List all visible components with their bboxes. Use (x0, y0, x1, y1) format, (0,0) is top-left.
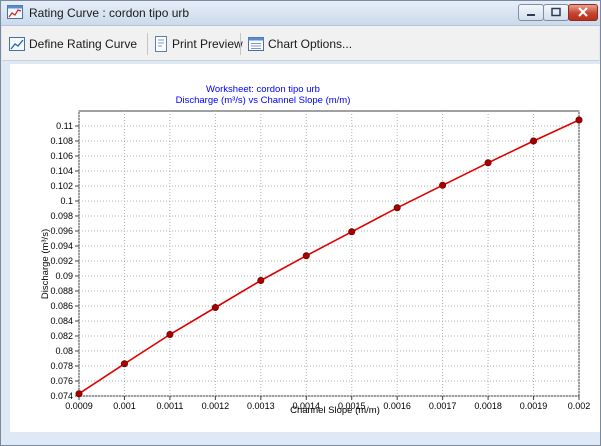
chart-subtitle: Discharge (m³/s) vs Channel Slope (m/m) (176, 95, 351, 106)
data-point (484, 159, 492, 167)
y-tick-label: 0.088 (50, 286, 73, 296)
x-tick-label: 0.0011 (156, 401, 183, 411)
define-rating-curve-label: Define Rating Curve (29, 37, 138, 51)
data-point (257, 277, 265, 285)
y-tick-label: 0.096 (50, 226, 73, 236)
x-tick-label: 0.0017 (429, 401, 457, 411)
axis-ticks: 0.0009 0.001 0.0011 0.0012 0.0013 0.0014 0.001… (50, 121, 590, 411)
chart-panel: Worksheet: cordon tipo urb Discharge (m³… (10, 64, 600, 432)
y-tick-label: 0.08 (55, 346, 73, 356)
print-preview-label: Print Preview (172, 37, 243, 51)
x-tick-label: 0.002 (568, 401, 591, 411)
print-preview-icon (155, 36, 167, 52)
series-line (78, 119, 580, 395)
rating-curve-chart: Worksheet: cordon tipo urb Discharge (m³… (40, 84, 590, 416)
chart-options-icon (248, 37, 264, 51)
x-tick-label: 0.0009 (65, 401, 93, 411)
x-tick-label: 0.001 (113, 401, 136, 411)
x-tick-label: 0.0013 (247, 401, 275, 411)
close-icon (578, 7, 588, 17)
y-tick-label: 0.092 (50, 256, 73, 266)
y-tick-label: 0.098 (50, 211, 73, 221)
data-point (211, 304, 219, 312)
x-tick-label: 0.0016 (383, 401, 411, 411)
data-point (348, 228, 356, 236)
define-curve-icon (9, 37, 25, 51)
plot-area (78, 110, 580, 397)
define-rating-curve-button[interactable]: Define Rating Curve (9, 35, 137, 53)
y-tick-label: 0.076 (50, 376, 73, 386)
x-tick-label: 0.0018 (474, 401, 502, 411)
title-bar[interactable]: Rating Curve : cordon tipo urb (1, 1, 600, 26)
data-point (575, 116, 583, 124)
y-tick-label: 0.09 (55, 271, 73, 281)
y-tick-label: 0.1 (60, 196, 73, 206)
toolbar: Define Rating Curve Print Preview Chart … (2, 26, 599, 61)
grid-lines (78, 111, 580, 397)
minimize-button[interactable] (518, 4, 544, 21)
chart-options-button[interactable]: Chart Options... (248, 35, 352, 53)
y-tick-label: 0.11 (56, 121, 73, 131)
y-tick-label: 0.108 (50, 136, 73, 146)
x-tick-label: 0.0012 (202, 401, 230, 411)
y-tick-label: 0.094 (50, 241, 73, 251)
x-tick-label: 0.0014 (293, 401, 321, 411)
data-point (393, 204, 401, 212)
toolbar-separator (147, 33, 148, 55)
close-button[interactable] (568, 4, 598, 21)
y-tick-label: 0.104 (50, 166, 73, 176)
maximize-icon (551, 7, 561, 17)
status-bar (2, 433, 599, 445)
y-tick-label: 0.084 (50, 316, 73, 326)
chart-window-icon (7, 5, 23, 19)
chart-title: Worksheet: cordon tipo urb (206, 84, 320, 95)
series-markers (75, 116, 583, 398)
data-point (120, 360, 128, 368)
print-preview-button[interactable]: Print Preview (154, 35, 243, 53)
maximize-button[interactable] (543, 4, 569, 21)
data-point (302, 252, 310, 260)
data-point (530, 137, 538, 145)
data-point (75, 390, 83, 398)
toolbar-separator (240, 33, 241, 55)
y-tick-label: 0.106 (50, 151, 73, 161)
y-tick-label: 0.086 (50, 301, 73, 311)
minimize-icon (527, 14, 535, 16)
x-tick-label: 0.0015 (338, 401, 366, 411)
data-point (166, 330, 174, 338)
chart-options-label: Chart Options... (268, 37, 353, 51)
x-tick-label: 0.0019 (520, 401, 548, 411)
data-point (439, 181, 447, 189)
y-tick-label: 0.074 (50, 391, 73, 401)
x-axis-label: Channel Slope (m/m) (290, 405, 380, 416)
window-title: Rating Curve : cordon tipo urb (29, 6, 190, 20)
y-tick-label: 0.082 (50, 331, 73, 341)
y-tick-label: 0.078 (50, 361, 73, 371)
y-tick-label: 0.102 (50, 181, 73, 191)
y-axis-label: Discharge (m³/s) (40, 229, 51, 299)
